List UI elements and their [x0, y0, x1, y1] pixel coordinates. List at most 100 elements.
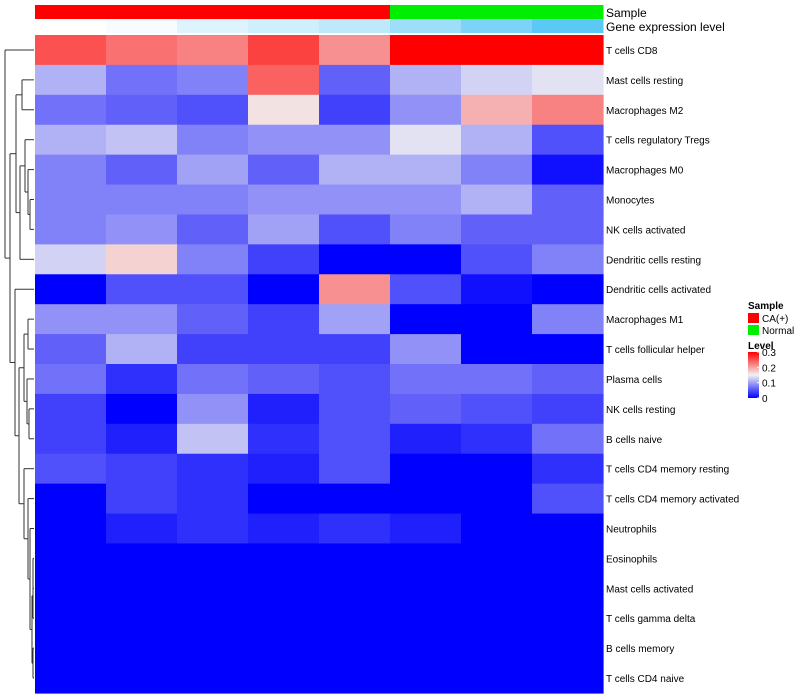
heatmap-cell [532, 453, 604, 485]
heatmap-cell [177, 244, 249, 275]
heatmap-cell [248, 154, 320, 186]
heatmap-cell [35, 603, 107, 634]
heatmap-cell [248, 603, 320, 634]
heatmap-cell [35, 663, 107, 694]
legend-swatch-normal [748, 325, 759, 335]
heatmap-cell [35, 124, 107, 156]
row-label-eosinophils: Eosinophils [606, 554, 657, 565]
heatmap-cell [177, 483, 249, 515]
heatmap-cell [461, 663, 533, 694]
heatmap-cell [106, 603, 178, 634]
heatmap-cell [390, 334, 462, 365]
heatmap-cell [177, 64, 249, 96]
heatmap-cell [532, 483, 604, 515]
sample-annotation-cell [390, 5, 462, 19]
heatmap-cell [248, 633, 320, 664]
heatmap-cell [35, 35, 107, 66]
heatmap-cell [248, 483, 320, 515]
heatmap-cell [532, 543, 604, 574]
heatmap-cell [35, 543, 107, 574]
heatmap-cell [248, 244, 320, 275]
heatmap-cell [390, 453, 462, 485]
heatmap-cell [248, 573, 320, 604]
heatmap-cell [177, 663, 249, 694]
heatmap-cell [390, 35, 462, 66]
row-label-mast-cells-resting: Mast cells resting [606, 76, 683, 87]
heatmap-cell [461, 35, 533, 66]
heatmap-cell [319, 603, 391, 634]
heatmap-cell [461, 603, 533, 634]
legend-level-tick: 0.2 [762, 363, 776, 374]
heatmap-cell [532, 154, 604, 186]
heatmap-cell [390, 124, 462, 156]
heatmap-cell [35, 364, 107, 395]
heatmap-cell [390, 393, 462, 425]
legend-level-tick: 0 [762, 394, 768, 405]
heatmap-cell [106, 304, 178, 335]
expression-annotation-cell [461, 19, 533, 33]
heatmap-cell [177, 334, 249, 365]
legend-swatch-ca [748, 313, 759, 323]
heatmap-cell [532, 334, 604, 365]
row-label-t-cells-cd4-memory-activated: T cells CD4 memory activated [606, 495, 739, 506]
sample-annotation-cell [35, 5, 107, 19]
heatmap-cell [390, 154, 462, 186]
heatmap-cell [390, 633, 462, 664]
heatmap-cell [35, 423, 107, 455]
heatmap-cell [461, 513, 533, 545]
row-label-mast-cells-activated: Mast cells activated [606, 584, 693, 595]
heatmap-cell [177, 364, 249, 395]
row-label-dendritic-cells-resting: Dendritic cells resting [606, 255, 701, 266]
expression-annotation-cell [248, 19, 320, 33]
heatmap-cell [461, 633, 533, 664]
heatmap-cell [35, 453, 107, 485]
heatmap-cell [106, 364, 178, 395]
heatmap-cell [532, 364, 604, 395]
heatmap-cell [248, 214, 320, 245]
heatmap-cell [106, 35, 178, 66]
sample-annotation-cell [106, 5, 178, 19]
heatmap-cell [461, 184, 533, 216]
heatmap-cell [35, 304, 107, 335]
heatmap-cell [461, 334, 533, 365]
heatmap-cell [461, 304, 533, 335]
heatmap-cell [248, 453, 320, 485]
heatmap-cell [390, 483, 462, 515]
legend-level-title: Level [748, 341, 774, 352]
heatmap-cell [461, 64, 533, 96]
legend-level-colorbar [748, 352, 759, 398]
heatmap-cell [106, 573, 178, 604]
heatmap-cell [532, 124, 604, 156]
row-label-b-cells-memory: B cells memory [606, 644, 674, 655]
legend-label-normal: Normal [762, 326, 794, 337]
heatmap-cell [177, 184, 249, 216]
heatmap-cell [461, 364, 533, 395]
heatmap-cell [461, 214, 533, 245]
heatmap-cell [248, 274, 320, 305]
heatmap-cell [106, 274, 178, 305]
heatmap-cell [35, 214, 107, 245]
heatmap-cell [177, 633, 249, 664]
heatmap-cell [461, 543, 533, 574]
heatmap-cell [248, 94, 320, 126]
heatmap-cell [461, 124, 533, 156]
heatmap-cell [248, 304, 320, 335]
heatmap-cell [532, 573, 604, 604]
legend-label-ca: CA(+) [762, 314, 788, 325]
heatmap-cell [319, 94, 391, 126]
heatmap-cell [319, 633, 391, 664]
heatmap-cell [319, 304, 391, 335]
sample-annotation-cell [248, 5, 320, 19]
heatmap-cell [35, 633, 107, 664]
heatmap-cell [461, 453, 533, 485]
heatmap-cell [177, 124, 249, 156]
heatmap-cell [106, 513, 178, 545]
heatmap-cell [177, 393, 249, 425]
heatmap-cell [532, 513, 604, 545]
heatmap-cell [106, 244, 178, 275]
heatmap-cell [390, 423, 462, 455]
heatmap-cell [532, 64, 604, 96]
